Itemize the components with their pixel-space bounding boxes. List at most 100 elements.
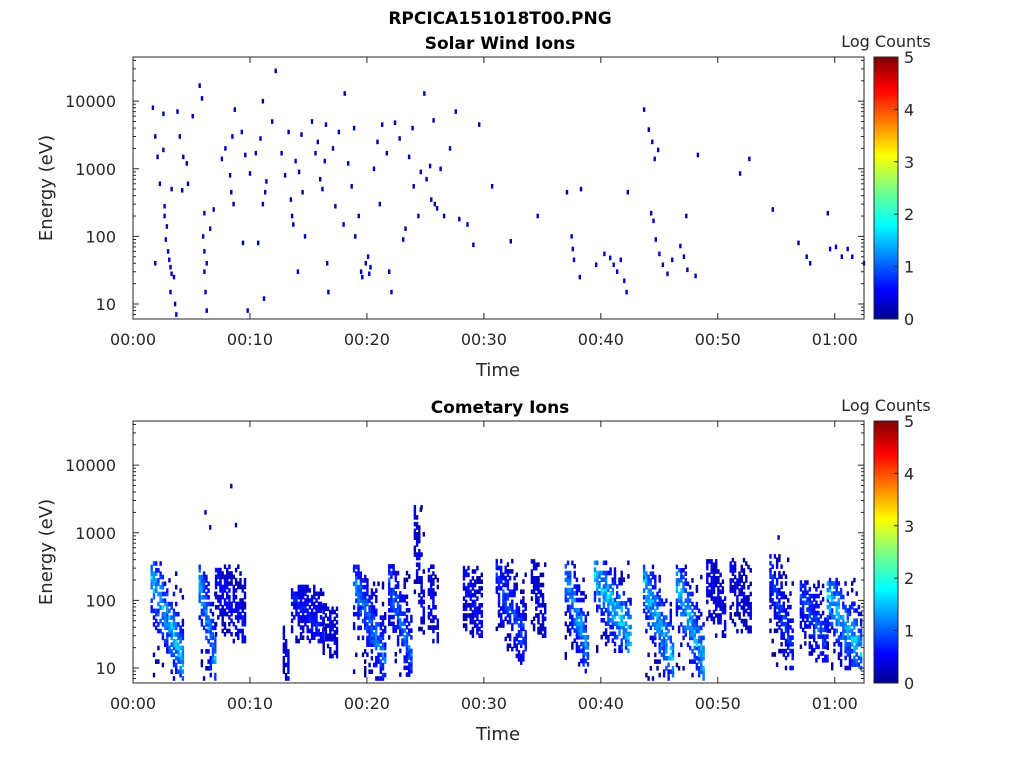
cometary-ions-data-cell	[775, 601, 779, 607]
cometary-ions-data-cell	[835, 621, 838, 627]
cometary-ions-data-cell	[508, 569, 512, 574]
cometary-ions-data-cell	[855, 642, 858, 647]
cometary-ions-data-cell	[384, 659, 387, 664]
cometary-ions-data-cell	[804, 614, 807, 619]
cometary-ions-data-cell	[564, 564, 567, 569]
cometary-ions-data-cell	[677, 605, 681, 610]
cometary-ions-data-cell	[413, 515, 417, 520]
cometary-ions-data-cell	[287, 659, 290, 664]
cometary-ions-data-cell	[769, 598, 772, 603]
cometary-ions-data-cell	[604, 628, 608, 633]
solar-wind-ions-data-cell	[435, 206, 439, 211]
cometary-ions-data-cell	[175, 611, 178, 617]
cometary-ions-data-cell	[413, 552, 417, 557]
cometary-ions-data-cell	[462, 576, 466, 581]
cometary-ions-data-cell	[593, 591, 597, 596]
cometary-ions-data-cell	[368, 605, 371, 610]
cometary-ions-data-cell	[775, 557, 779, 563]
cometary-ions-data-cell	[532, 626, 536, 632]
cometary-ions-data-cell	[624, 604, 628, 610]
cometary-ions-data-cell	[787, 642, 790, 647]
solar-wind-ions-data-cell	[393, 120, 397, 125]
solar-wind-ions-data-cell	[565, 189, 569, 195]
cometary-ions-data-cell	[658, 598, 661, 603]
cometary-ions-data-cell	[319, 605, 323, 610]
cometary-ions-data-cell	[515, 619, 518, 625]
cometary-ions-data-cell	[228, 574, 231, 580]
cometary-ions-data-cell	[821, 620, 825, 626]
cometary-ions-data-cell	[497, 575, 501, 581]
cometary-ions-data-cell	[723, 623, 727, 628]
cometary-ions-data-cell	[223, 584, 227, 590]
cometary-ions-data-cell	[642, 574, 646, 580]
cometary-ions-data-cell	[390, 621, 393, 627]
cometary-ions-data-cell	[163, 598, 167, 603]
cometary-ions-data-cell	[593, 560, 597, 566]
cometary-ions-data-cell	[379, 662, 382, 668]
cometary-ions-data-cell	[200, 578, 204, 583]
solar-wind-ions-data-cell	[694, 273, 697, 279]
cometary-ions-colorbar-label: Log Counts	[841, 396, 931, 415]
cometary-ions-data-cell	[649, 625, 652, 631]
cometary-ions-data-cell	[773, 604, 777, 610]
cometary-ions-data-cell	[170, 615, 173, 620]
cometary-ions-data-cell	[778, 587, 781, 593]
cometary-ions-data-cell	[573, 607, 576, 613]
cometary-ions-data-cell	[613, 570, 617, 576]
cometary-ions-data-cell	[691, 632, 694, 637]
cometary-ions-data-cell	[789, 642, 792, 647]
cometary-ions-data-cell	[324, 630, 328, 635]
cometary-ions-data-cell	[462, 616, 466, 622]
cometary-ions-data-cell	[405, 672, 409, 677]
cometary-ions-data-cell	[833, 628, 836, 634]
cometary-ions-x-tick-label: 00:20	[344, 694, 390, 713]
cometary-ions-data-cell	[370, 601, 374, 607]
cometary-ions-data-cell	[418, 555, 421, 561]
cometary-ions-data-cell	[682, 635, 685, 641]
cometary-ions-data-cell	[604, 594, 608, 599]
cometary-ions-data-cell	[157, 591, 160, 597]
cometary-ions-data-cell	[564, 655, 567, 660]
cometary-ions-data-cell	[168, 632, 171, 637]
cometary-ions-data-cell	[211, 659, 215, 664]
cometary-ions-data-cell	[651, 574, 655, 580]
cometary-ions-data-cell	[471, 613, 475, 618]
solar-wind-ions-data-cell	[182, 154, 185, 160]
cometary-ions-data-cell	[859, 631, 863, 637]
cometary-ions-data-cell	[508, 589, 512, 594]
cometary-ions-data-cell	[530, 559, 534, 564]
solar-wind-ions-data-cell	[826, 210, 829, 216]
cometary-ions-data-cell	[675, 581, 679, 587]
cometary-ions-data-cell	[432, 628, 435, 634]
cometary-ions-data-cell	[403, 655, 406, 660]
cometary-ions-data-cell	[609, 570, 612, 576]
solar-wind-ions-data-cell	[439, 166, 442, 172]
cometary-ions-data-cell	[436, 638, 439, 644]
cometary-ions-data-cell	[824, 641, 827, 646]
cometary-ions-data-cell	[817, 617, 820, 622]
cometary-ions-data-cell	[813, 634, 816, 639]
cometary-ions-data-cell	[370, 632, 374, 637]
cometary-ions-data-cell	[773, 628, 777, 634]
cometary-ions-data-cell	[708, 572, 711, 578]
cometary-ions-data-cell	[620, 641, 623, 647]
cometary-ions-data-cell	[851, 604, 854, 610]
cometary-ions-data-cell	[859, 611, 863, 617]
cometary-ions-data-cell	[613, 621, 617, 626]
cometary-ions-data-cell	[680, 591, 683, 597]
cometary-ions-data-cell	[427, 591, 431, 597]
cometary-ions-data-cell	[214, 635, 217, 641]
cometary-ions-data-cell	[689, 605, 692, 610]
cometary-ions-data-cell	[609, 567, 612, 572]
cometary-ions-data-cell	[364, 578, 367, 583]
cometary-ions-data-cell	[660, 639, 664, 644]
cometary-ions-data-cell	[806, 580, 809, 585]
cometary-ions-data-cell	[695, 622, 699, 627]
cometary-ions-data-cell	[228, 564, 231, 569]
cometary-ions-data-cell	[773, 608, 777, 613]
cometary-ions-data-cell	[651, 605, 655, 610]
cometary-ions-data-cell	[469, 606, 472, 611]
cometary-ions-data-cell	[719, 596, 722, 601]
cometary-ions-data-cell	[808, 620, 811, 626]
cometary-ions-data-cell	[577, 597, 581, 603]
